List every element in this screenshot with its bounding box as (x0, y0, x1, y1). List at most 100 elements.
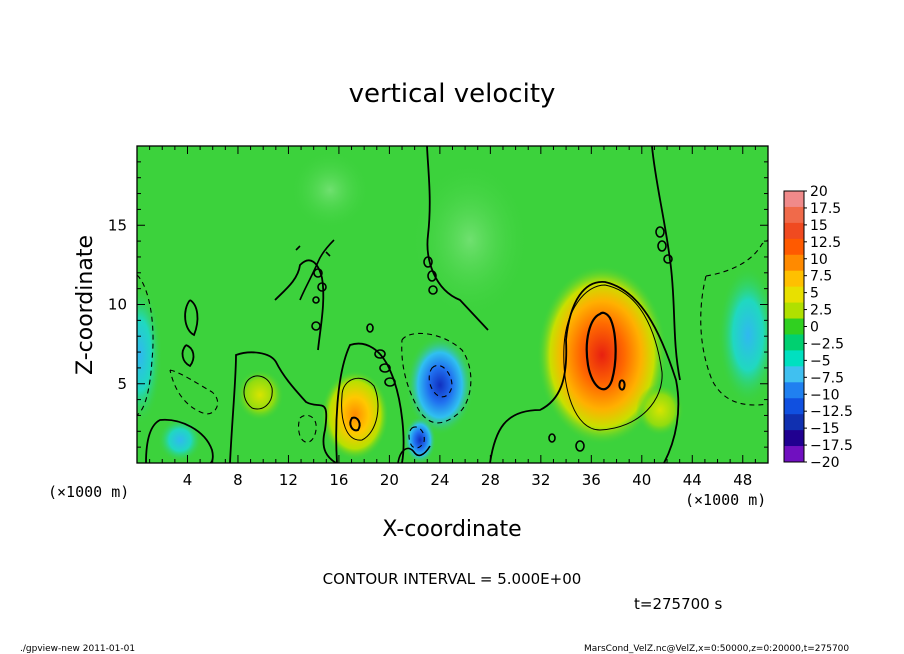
contour-blob (313, 268, 323, 278)
contour-negative (408, 426, 425, 449)
colorbar-label: −20 (810, 455, 840, 471)
colorbar-swatch (784, 302, 804, 319)
colorbar-label: 2.5 (810, 303, 832, 319)
colorbar-swatch (784, 334, 804, 351)
colorbar-swatch (784, 191, 804, 208)
contour-five (563, 284, 663, 431)
light-region (410, 160, 530, 320)
colorbar-swatch (784, 382, 804, 399)
contour-blob (384, 377, 396, 387)
colorbar-label: 0 (810, 320, 819, 336)
contour-interval-label: CONTOUR INTERVAL = 5.000E+00 (323, 570, 582, 588)
chart-title: vertical velocity (349, 79, 556, 109)
updraft-region (537, 265, 667, 445)
x-tick-label: 4 (183, 471, 193, 489)
downdraft-region (137, 285, 162, 425)
contour-zero (184, 299, 199, 337)
x-tick-label: 20 (380, 471, 399, 489)
colorbar-label: −10 (810, 387, 840, 403)
contour-blob (657, 240, 667, 252)
colorbar-label: −17.5 (810, 438, 853, 454)
contour-zero (335, 342, 405, 463)
contour-zero (229, 351, 337, 463)
colorbar-swatch (784, 270, 804, 288)
contour-zero (426, 146, 489, 331)
x-tick-label: 36 (582, 471, 601, 489)
contour-five (585, 311, 617, 391)
downdraft-region (718, 265, 768, 405)
x-tick-label: 44 (683, 471, 702, 489)
contour-blob (663, 254, 673, 264)
x-tick-label: 48 (733, 471, 752, 489)
contour-blob (427, 270, 437, 282)
colorbar-label: −2.5 (810, 336, 844, 352)
contour-negative (401, 332, 472, 424)
contour-zero (397, 445, 431, 463)
x-unit-label-left: (×1000 m) (48, 483, 129, 501)
downdraft-region (158, 418, 202, 462)
contour-negative (428, 364, 453, 398)
contour-five (243, 375, 273, 410)
colorbar-swatch (784, 446, 804, 463)
contour-zero (274, 259, 325, 351)
contour-five (341, 377, 379, 441)
colorbar-label: 20 (810, 184, 828, 200)
colorbar-swatch (784, 254, 804, 272)
footer-right: MarsCond_VelZ.nc@VelZ,x=0:50000,z=0:2000… (584, 644, 849, 654)
colorbar-label: −7.5 (810, 370, 844, 386)
y-tick-label: 15 (108, 216, 127, 234)
colorbar-label: 10 (810, 252, 828, 268)
colorbar-swatch (784, 398, 804, 415)
contour-negative (297, 414, 317, 443)
colorbar-label: 15 (810, 218, 828, 234)
contour-negative (169, 369, 219, 415)
y-axis-title: Z-coordinate (73, 235, 98, 375)
colorbar-label: −5 (810, 353, 831, 369)
updraft-region (236, 369, 284, 421)
x-tick-label: 16 (329, 471, 348, 489)
downdraft-region (404, 416, 436, 463)
footer-left: ./gpview-new 2011-01-01 (20, 644, 135, 654)
downdraft-region (406, 335, 474, 435)
y-tick-label: 5 (117, 375, 127, 393)
updraft-region (636, 384, 684, 436)
light-region (290, 150, 370, 230)
x-tick-label: 8 (233, 471, 243, 489)
colorbar-swatch (784, 318, 804, 335)
colorbar: 2017.51512.5107.552.50−2.5−5−7.5−10−12.5… (783, 184, 853, 471)
contour-zero (181, 344, 195, 368)
colorbar-label: 7.5 (810, 269, 832, 285)
contour-lines (145, 146, 681, 463)
colorbar-label: −12.5 (810, 404, 853, 420)
contour-blob (366, 323, 374, 333)
x-tick-label: 12 (279, 471, 298, 489)
colorbar-swatch (784, 238, 804, 256)
colorbar-swatch (784, 222, 804, 240)
contour-blob (311, 321, 321, 331)
plot-area (137, 146, 768, 463)
updraft-region (321, 370, 389, 460)
y-axis: 5 10 15 (108, 145, 768, 464)
x-tick-label: 32 (531, 471, 550, 489)
contour-blob (655, 226, 665, 238)
x-unit-label-right: (×1000 m) (685, 491, 766, 509)
time-label: t=275700 s (634, 595, 722, 613)
colorbar-swatch (784, 430, 804, 447)
colorbar-label: 17.5 (810, 201, 841, 217)
colorbar-swatch (784, 366, 804, 383)
contour-blob (575, 440, 585, 452)
colorbar-label: 5 (810, 286, 819, 302)
contour-blob (317, 282, 327, 292)
x-tick-label: 40 (632, 471, 651, 489)
contour-zero (489, 281, 680, 463)
colorbar-swatch (784, 286, 804, 303)
colorbar-label: 12.5 (810, 235, 841, 251)
colorbar-swatch (784, 414, 804, 431)
x-tick-label: 24 (430, 471, 449, 489)
x-axis-title: X-coordinate (382, 517, 521, 542)
contour-blob (423, 256, 433, 268)
contour-blob (312, 296, 320, 304)
colorbar-swatch (784, 206, 804, 224)
x-tick-label: 28 (481, 471, 500, 489)
